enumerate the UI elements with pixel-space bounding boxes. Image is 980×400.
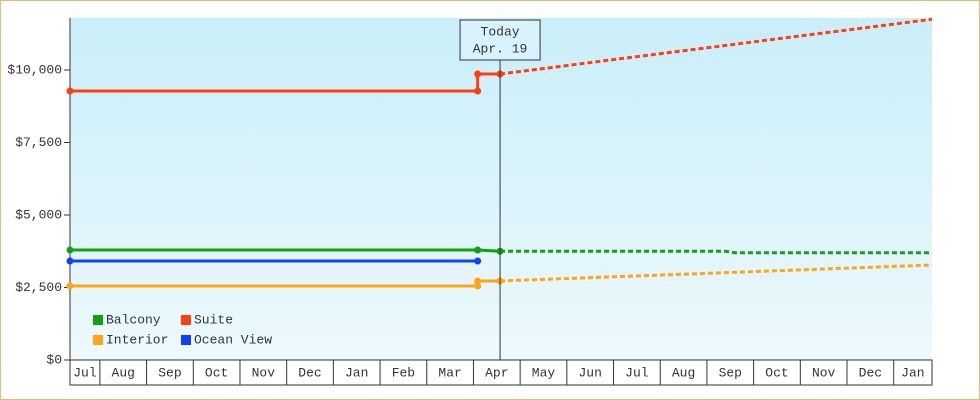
x-tick-label: Jun <box>578 365 601 380</box>
x-tick-label: Jul <box>625 365 649 380</box>
point <box>474 246 482 254</box>
x-tick-label: Sep <box>158 365 181 380</box>
today-box <box>459 19 541 61</box>
x-tick-label: Dec <box>859 365 882 380</box>
today-date: Apr. 19 <box>473 41 528 56</box>
legend-label: Suite <box>194 312 233 327</box>
x-tick-label: Jan <box>345 365 368 380</box>
legend-swatch <box>93 335 103 345</box>
point <box>66 87 74 95</box>
legend-label: Interior <box>106 332 168 347</box>
legend-swatch <box>181 315 191 325</box>
today-title: Today <box>481 24 520 39</box>
plot-area <box>70 17 932 361</box>
x-tick-label: May <box>532 365 556 380</box>
forecast-line <box>500 249 932 255</box>
legend-swatch <box>93 315 103 325</box>
point <box>66 257 74 265</box>
point <box>66 246 74 254</box>
x-tick-label: Apr <box>485 365 508 380</box>
x-tick-label: Dec <box>298 365 321 380</box>
month-strip <box>69 359 933 386</box>
y-tick-label: $0 <box>46 352 62 367</box>
x-tick-label: Nov <box>252 365 276 380</box>
y-tick-label: $7,500 <box>15 135 62 150</box>
point <box>474 277 482 285</box>
x-tick-label: Jan <box>901 365 924 380</box>
legend-swatch <box>181 335 191 345</box>
x-tick-label: Nov <box>812 365 836 380</box>
forecast-line <box>499 17 933 76</box>
y-tick-label: $5,000 <box>15 207 62 222</box>
history-line <box>70 248 501 253</box>
y-tick-label: $2,500 <box>15 280 62 295</box>
point <box>66 282 74 290</box>
x-tick-label: Mar <box>438 365 461 380</box>
point <box>474 282 482 290</box>
legend-label: Balcony <box>106 312 161 327</box>
legend-label: Ocean View <box>194 332 272 347</box>
x-tick-label: Aug <box>672 365 695 380</box>
point <box>474 70 482 78</box>
forecast-line <box>500 263 933 283</box>
x-tick-label: Jul <box>73 365 97 380</box>
x-tick-label: Oct <box>205 365 228 380</box>
x-tick-label: Oct <box>765 365 788 380</box>
history-line <box>70 72 501 93</box>
y-tick-label: $10,000 <box>7 62 62 77</box>
x-tick-label: Sep <box>719 365 742 380</box>
x-tick-label: Feb <box>392 365 415 380</box>
x-tick-label: Aug <box>112 365 135 380</box>
point <box>474 87 482 95</box>
point <box>474 257 482 265</box>
